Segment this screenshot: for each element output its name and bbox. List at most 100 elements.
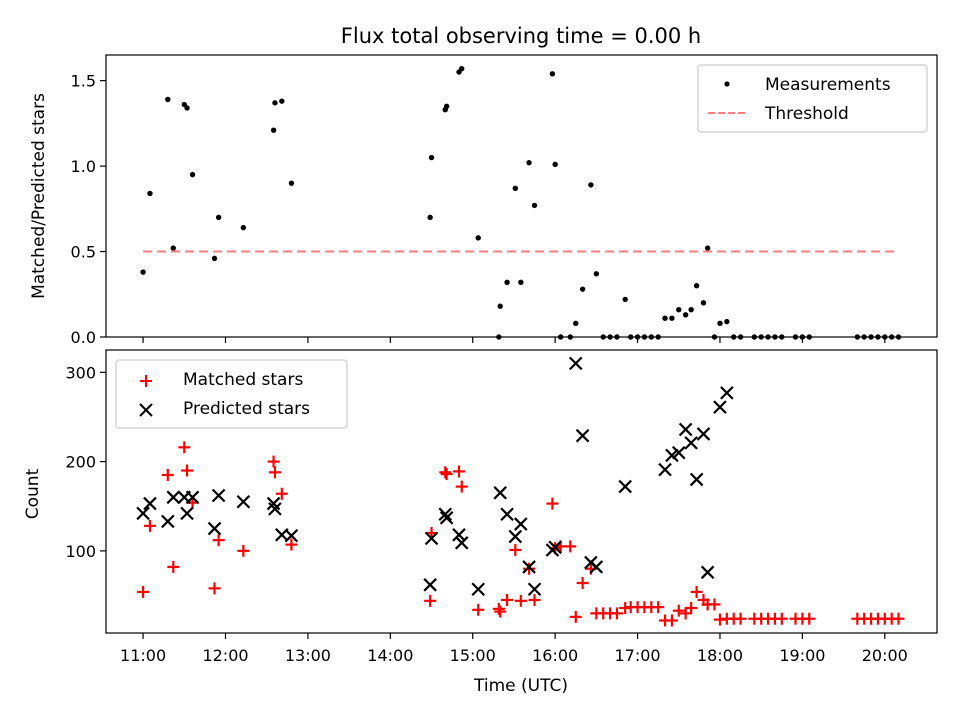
measurements-point xyxy=(279,98,285,104)
matched-stars-point xyxy=(285,538,298,551)
predicted-stars-point xyxy=(493,486,507,500)
matched-stars-point xyxy=(690,585,703,598)
top-chart-title: Flux total observing time = 0.00 h xyxy=(341,24,701,48)
predicted-stars-point-b xyxy=(185,490,200,505)
matched-stars-point xyxy=(143,519,156,532)
matched-stars-point xyxy=(610,607,623,620)
matched-stars-point xyxy=(237,544,250,557)
predicted-stars-point-b xyxy=(236,494,251,509)
predicted-stars-point xyxy=(684,436,698,450)
matched-stars-point xyxy=(576,577,589,590)
predicted-stars-point-b xyxy=(493,486,507,500)
x-tick-label: 15:00 xyxy=(450,646,496,665)
legend-marker-measurements xyxy=(724,81,730,87)
predicted-stars-point-b xyxy=(689,472,704,487)
x-tick-label: 13:00 xyxy=(285,646,331,665)
top-legend-box xyxy=(697,64,928,133)
predicted-stars-point xyxy=(689,472,704,487)
matched-stars-point xyxy=(268,466,281,479)
bottom-y-tick-label: 200 xyxy=(65,453,96,472)
bottom-x-axis-label: Time (UTC) xyxy=(473,676,568,696)
predicted-stars-point-b xyxy=(527,582,542,597)
predicted-stars-point-b xyxy=(438,507,453,522)
matched-stars-point xyxy=(523,562,536,575)
predicted-stars-point xyxy=(658,462,672,477)
measurements-point xyxy=(170,245,177,251)
matched-stars-point xyxy=(424,594,437,607)
measurements-point xyxy=(512,185,519,192)
predicted-stars-point-b xyxy=(136,506,150,521)
predicted-stars-point xyxy=(439,511,454,525)
bottom-y-tick-label: 300 xyxy=(65,363,96,382)
top-y-tick-label: 0.5 xyxy=(71,243,96,262)
predicted-stars-point-b xyxy=(452,528,466,542)
predicted-stars-point xyxy=(471,582,486,597)
predicted-stars-point xyxy=(696,427,711,441)
predicted-stars-point-b xyxy=(180,506,194,521)
predicted-stars-point-b xyxy=(658,462,672,477)
matched-stars-point xyxy=(208,582,221,595)
predicted-stars-point-b xyxy=(618,479,632,494)
predicted-stars-point xyxy=(161,514,175,529)
predicted-stars-point-b xyxy=(500,507,514,522)
predicted-stars-point xyxy=(180,506,194,521)
predicted-stars-point-b xyxy=(684,436,698,450)
predicted-stars-point xyxy=(548,540,562,555)
x-tick-label: 11:00 xyxy=(120,646,166,665)
predicted-stars-point xyxy=(207,521,222,536)
matched-stars-point xyxy=(178,441,191,454)
predicted-stars-point-b xyxy=(284,528,299,543)
measurements-point xyxy=(240,224,247,231)
predicted-stars-point-b xyxy=(166,490,181,505)
predicted-stars-point xyxy=(268,502,282,516)
matched-stars-point xyxy=(564,540,577,553)
predicted-stars-point xyxy=(424,531,439,546)
bottom-y-axis-label: Count xyxy=(23,468,43,519)
predicted-stars-point xyxy=(452,528,466,542)
predicted-stars-point-b xyxy=(678,422,693,437)
measurements-point xyxy=(504,279,510,286)
matched-stars-point xyxy=(167,560,180,573)
measurements-point xyxy=(184,105,190,111)
x-tick-label: 14:00 xyxy=(367,646,413,665)
predicted-stars-point xyxy=(438,507,453,522)
measurements-point xyxy=(272,100,278,106)
matched-stars-point xyxy=(509,543,522,556)
matched-stars-point xyxy=(546,497,559,510)
matched-stars-point xyxy=(212,534,225,547)
top-y-tick-label: 0.0 xyxy=(71,328,96,347)
predicted-stars-point-b xyxy=(454,536,469,550)
measurements-point xyxy=(693,283,700,289)
x-tick-label: 12:00 xyxy=(202,646,248,665)
matched-stars-point xyxy=(494,605,507,618)
predicted-stars-point xyxy=(618,479,632,494)
bottom-plot-area xyxy=(136,356,905,627)
x-tick-label: 16:00 xyxy=(532,646,578,665)
predicted-stars-point-b xyxy=(508,529,523,544)
measurements-point xyxy=(459,65,465,72)
matched-stars-point xyxy=(137,585,150,598)
predicted-stars-point xyxy=(284,528,299,543)
measurements-point xyxy=(288,180,295,186)
matched-stars-point xyxy=(803,612,816,625)
measurements-point xyxy=(724,318,730,325)
measurements-point xyxy=(593,271,600,277)
measurements-point xyxy=(662,315,668,321)
measurements-point xyxy=(165,96,171,103)
matched-stars-point xyxy=(708,598,721,611)
predicted-stars-point-b xyxy=(439,511,454,525)
top-legend: Measurements Threshold xyxy=(697,64,928,133)
x-tick-label: 18:00 xyxy=(697,646,743,665)
measurements-point xyxy=(669,315,675,321)
predicted-stars-point xyxy=(500,507,514,522)
measurements-point xyxy=(676,306,682,313)
predicted-stars-point-b xyxy=(266,496,281,511)
predicted-stars-point-b xyxy=(423,578,437,592)
predicted-stars-point xyxy=(166,490,181,505)
predicted-stars-point-b xyxy=(575,428,590,443)
predicted-stars-point-b xyxy=(522,560,536,574)
measurements-point xyxy=(189,171,196,178)
predicted-stars-point xyxy=(575,428,590,443)
matched-stars-point xyxy=(161,468,174,481)
